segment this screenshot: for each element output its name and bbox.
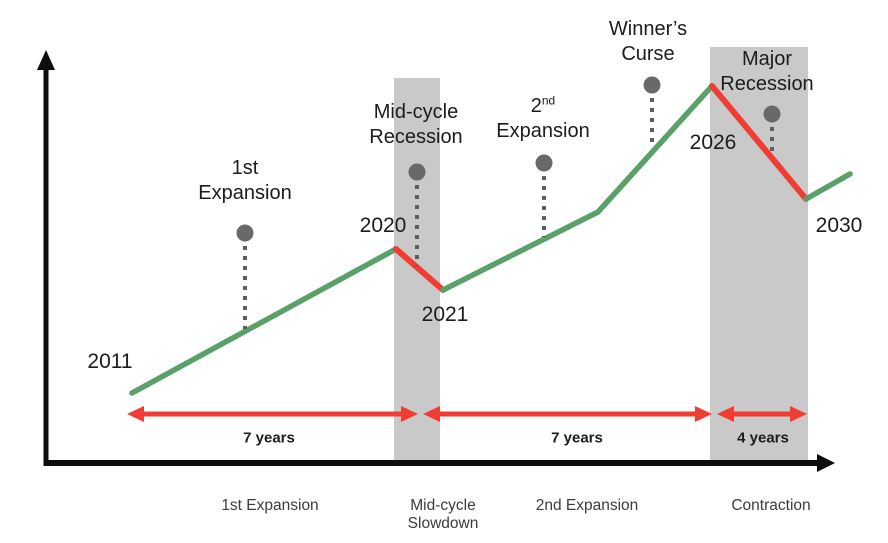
duration-label-2: 7 years [551,429,603,447]
phase-label-contraction: Contraction [731,497,811,514]
phase-label-mid-cycle-slowdown: Mid-cycle Slowdown [407,497,479,532]
duration-arrow-1-right-icon [401,406,418,422]
year-label-2011: 2011 [87,350,133,373]
duration-label-1: 7 years [243,429,295,447]
dot-winners-curse [643,76,661,94]
phase-label-first-expansion: 1st Expansion [221,497,319,514]
duration-arrow-2-left-icon [423,406,440,422]
expansion-line-2 [440,83,715,293]
recession-line-2 [709,83,809,202]
expansion-line-1 [129,246,399,396]
callout-first-expansion: 1st Expansion [198,157,292,204]
dot-second-expansion [535,154,553,172]
y-axis-arrow-icon [37,50,55,70]
duration-arrow-1-left-icon [127,406,144,422]
year-label-2030: 2030 [815,214,863,237]
recession-line-1 [393,246,446,293]
callout-second-expansion: 2nd Expansion [496,93,590,142]
recovery-line [803,171,853,202]
callout-winners-curse: Winner’s Curse [608,18,688,65]
dot-major-recession [763,105,781,123]
year-label-2020: 2020 [359,214,407,237]
x-axis-arrow-icon [817,454,835,472]
duration-label-3: 4 years [737,429,789,447]
year-label-2021: 2021 [421,303,469,326]
dot-first-expansion [236,224,254,242]
phase-label-second-expansion: 2nd Expansion [535,497,639,514]
callout-major-recession: Major Recession [720,48,814,95]
duration-arrow-2-right-icon [695,406,712,422]
year-label-2026: 2026 [689,131,737,154]
major-recession-band [710,47,808,460]
duration-arrow-3-left-icon [717,406,734,422]
callout-mid-cycle-recession: Mid-cycle Recession [369,101,463,148]
duration-arrow-3-right-icon [790,406,807,422]
dot-mid-cycle-recession [408,163,426,181]
